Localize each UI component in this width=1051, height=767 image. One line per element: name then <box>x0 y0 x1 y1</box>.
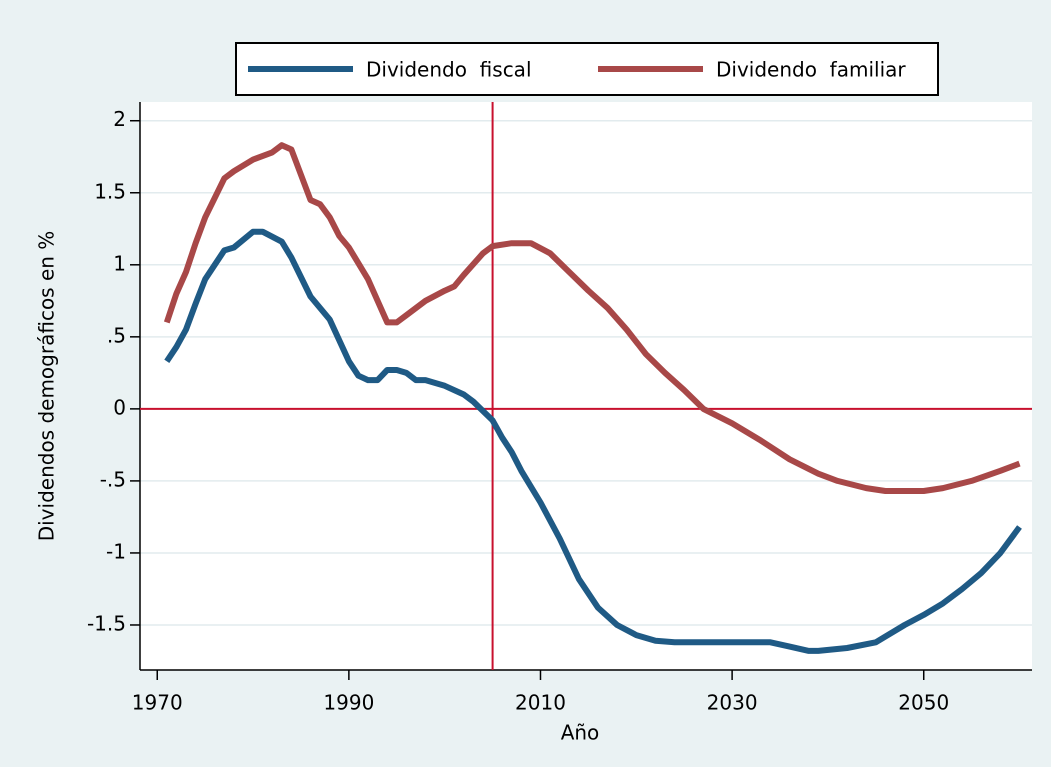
y-tick-label: -1 <box>106 539 126 563</box>
series-line <box>164 228 1022 654</box>
y-tick-label: -.5 <box>100 467 126 491</box>
x-tick-label: 1970 <box>132 691 183 715</box>
y-tick-label: .5 <box>107 323 126 347</box>
x-axis-label: Año <box>561 721 600 745</box>
y-axis-label: Dividendos demográficos en % <box>35 231 59 542</box>
y-tick-label: 1.5 <box>94 179 126 203</box>
x-tick-label: 2010 <box>515 691 566 715</box>
plot-area <box>140 102 1032 670</box>
legend-label: Dividendo fiscal <box>366 58 532 82</box>
x-tick-label: 1990 <box>323 691 374 715</box>
x-tick-label: 2050 <box>898 691 949 715</box>
y-tick-label: -1.5 <box>87 611 126 635</box>
legend-label: Dividendo familiar <box>716 58 906 82</box>
y-tick-label: 1 <box>113 251 126 275</box>
x-tick-label: 2030 <box>707 691 758 715</box>
series-line <box>163 142 1021 494</box>
y-tick-label: 0 <box>113 395 126 419</box>
y-tick-label: 2 <box>113 107 126 131</box>
